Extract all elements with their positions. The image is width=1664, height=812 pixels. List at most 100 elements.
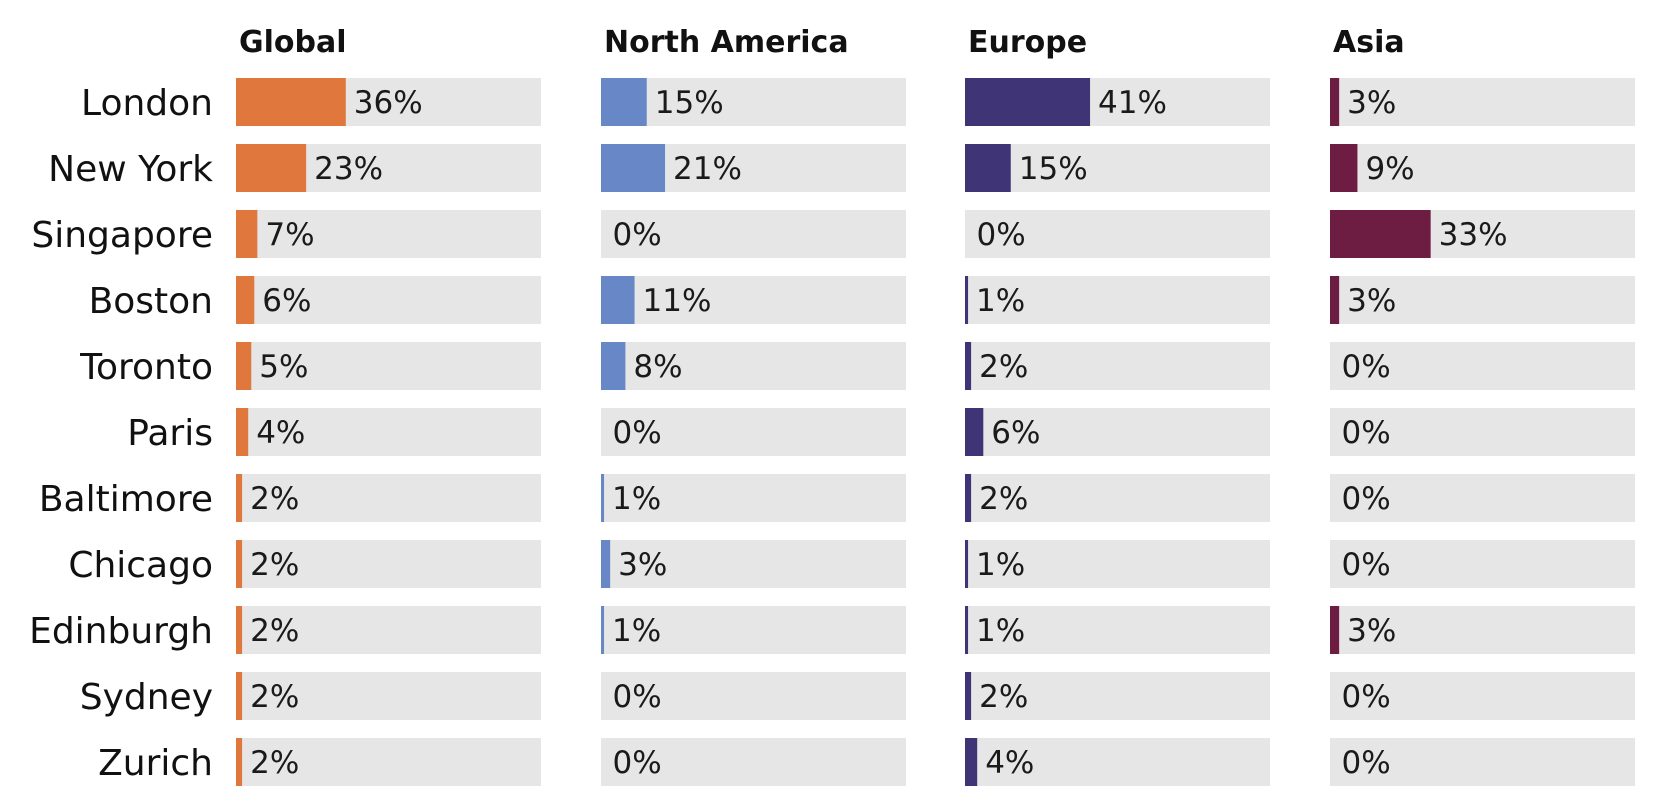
value-label-europe-boston: 1% [976,283,1025,319]
bar-europe-baltimore [965,474,972,522]
bar-global-sydney [236,672,243,720]
value-label-asia-london: 3% [1347,85,1396,121]
bar-global-paris [236,408,249,456]
value-label-north-america-sydney: 0% [613,679,662,715]
panel-title-global: Global [239,25,347,60]
bar-asia-new-york [1330,144,1358,192]
value-label-north-america-edinburgh: 1% [612,613,661,649]
bar-track-europe-new-york [965,144,1270,192]
value-label-europe-london: 41% [1098,85,1167,121]
bar-track-north-america-edinburgh [601,606,906,654]
bar-europe-edinburgh [965,606,969,654]
bar-north-america-london [601,78,647,126]
bar-track-north-america-chicago [601,540,906,588]
bar-global-toronto [236,342,252,390]
city-label-new-york: New York [48,149,213,190]
bar-track-asia-zurich [1330,738,1635,786]
value-label-north-america-paris: 0% [613,415,662,451]
bar-europe-toronto [965,342,972,390]
city-label-paris: Paris [127,413,213,454]
value-label-europe-paris: 6% [991,415,1040,451]
city-label-london: London [81,83,213,124]
bar-track-global-zurich [236,738,541,786]
value-label-europe-singapore: 0% [977,217,1026,253]
bar-track-europe-toronto [965,342,1270,390]
city-label-zurich: Zurich [98,743,213,784]
bar-track-europe-paris [965,408,1270,456]
bar-track-europe-chicago [965,540,1270,588]
bar-track-europe-boston [965,276,1270,324]
bar-track-north-america-toronto [601,342,906,390]
bar-global-london [236,78,346,126]
value-label-global-singapore: 7% [265,217,314,253]
bar-europe-paris [965,408,984,456]
bar-track-north-america-london [601,78,906,126]
value-label-europe-edinburgh: 1% [976,613,1025,649]
value-label-europe-sydney: 2% [979,679,1028,715]
value-label-europe-zurich: 4% [985,745,1034,781]
bar-track-asia-boston [1330,276,1635,324]
bar-track-asia-new-york [1330,144,1635,192]
value-label-north-america-zurich: 0% [613,745,662,781]
bar-global-boston [236,276,255,324]
bar-global-singapore [236,210,258,258]
bar-track-europe-sydney [965,672,1270,720]
value-label-north-america-boston: 11% [643,283,712,319]
bar-track-europe-singapore [965,210,1270,258]
city-label-baltimore: Baltimore [39,479,213,520]
value-label-asia-sydney: 0% [1342,679,1391,715]
bar-track-north-america-sydney [601,672,906,720]
value-label-global-london: 36% [354,85,423,121]
bar-asia-edinburgh [1330,606,1340,654]
bar-track-global-baltimore [236,474,541,522]
value-label-asia-edinburgh: 3% [1347,613,1396,649]
bar-track-global-edinburgh [236,606,541,654]
bar-track-north-america-boston [601,276,906,324]
bar-global-new-york [236,144,307,192]
bar-track-asia-baltimore [1330,474,1635,522]
bar-track-europe-zurich [965,738,1270,786]
value-label-north-america-chicago: 3% [618,547,667,583]
value-label-europe-baltimore: 2% [979,481,1028,517]
value-label-global-boston: 6% [262,283,311,319]
bar-track-north-america-baltimore [601,474,906,522]
city-label-boston: Boston [89,281,213,322]
city-label-edinburgh: Edinburgh [29,611,213,652]
value-label-global-edinburgh: 2% [250,613,299,649]
bar-track-global-paris [236,408,541,456]
value-label-global-paris: 4% [256,415,305,451]
bar-track-asia-chicago [1330,540,1635,588]
value-label-asia-baltimore: 0% [1342,481,1391,517]
bar-global-zurich [236,738,243,786]
value-label-asia-zurich: 0% [1342,745,1391,781]
city-label-toronto: Toronto [79,347,213,388]
bar-global-chicago [236,540,243,588]
bar-north-america-toronto [601,342,626,390]
value-label-global-zurich: 2% [250,745,299,781]
value-label-global-new-york: 23% [314,151,383,187]
bar-asia-singapore [1330,210,1431,258]
value-label-north-america-baltimore: 1% [612,481,661,517]
bar-europe-chicago [965,540,969,588]
bar-track-global-boston [236,276,541,324]
bar-track-global-toronto [236,342,541,390]
panel-title-north-america: North America [604,25,849,60]
bar-north-america-boston [601,276,635,324]
value-label-north-america-new-york: 21% [673,151,742,187]
bar-asia-boston [1330,276,1340,324]
city-label-singapore: Singapore [31,215,213,256]
bar-europe-london [965,78,1091,126]
bar-track-north-america-singapore [601,210,906,258]
bar-global-baltimore [236,474,243,522]
bar-track-asia-paris [1330,408,1635,456]
value-label-global-toronto: 5% [259,349,308,385]
bar-global-edinburgh [236,606,243,654]
value-label-north-america-london: 15% [655,85,724,121]
bar-north-america-baltimore [601,474,605,522]
bar-track-asia-toronto [1330,342,1635,390]
value-label-north-america-singapore: 0% [613,217,662,253]
value-label-europe-new-york: 15% [1019,151,1088,187]
bar-track-global-sydney [236,672,541,720]
